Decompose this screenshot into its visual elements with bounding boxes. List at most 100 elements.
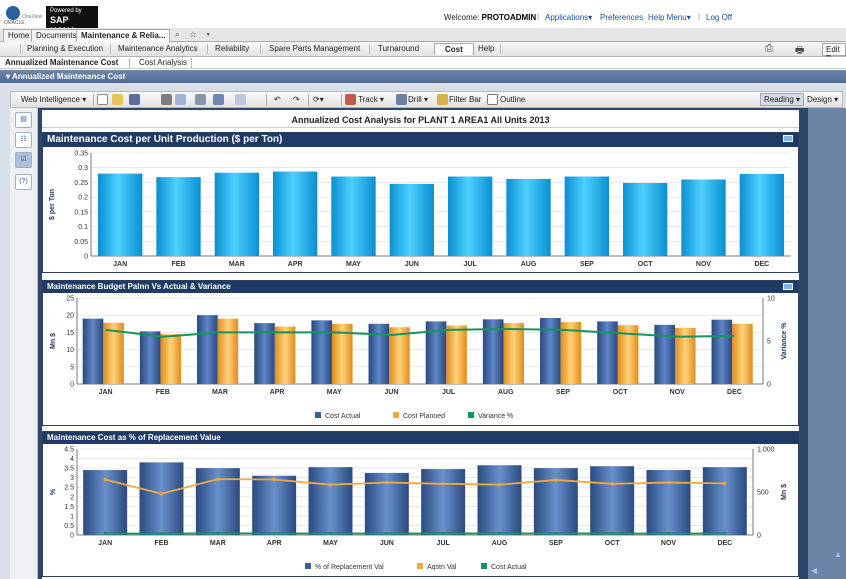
chart3-x-tick-label: SEP bbox=[549, 540, 563, 547]
chart-options-icon[interactable] bbox=[783, 135, 793, 142]
chart2-planned-bar bbox=[732, 323, 753, 384]
log-off-link[interactable]: Log Off bbox=[706, 13, 733, 22]
chart1-tick-label: 0.25 bbox=[74, 180, 88, 187]
chart1-x-tick-label: APR bbox=[288, 261, 303, 268]
chart1-title-text: Maintenance Cost per Unit Production ($ … bbox=[47, 134, 283, 145]
chart3-legend-label: Cost Actual bbox=[491, 564, 527, 571]
chart3-y2-tick-label: 0 bbox=[757, 533, 761, 540]
chart3-aqstn-line-point bbox=[385, 480, 389, 485]
new-document-icon[interactable] bbox=[97, 94, 108, 105]
app-tab-documents[interactable]: Documents bbox=[31, 29, 82, 42]
outline-button[interactable]: Outline bbox=[500, 95, 526, 104]
chart2-planned-bar bbox=[446, 325, 467, 384]
help-menu[interactable]: Help Menu▾ bbox=[648, 13, 691, 22]
chart1-tick-label: 0.3 bbox=[78, 165, 88, 172]
chart2-planned-bar bbox=[617, 325, 639, 384]
chart2-x-tick-label: SEP bbox=[556, 389, 570, 396]
web-intelligence-menu[interactable]: Web Intelligence ▾ bbox=[21, 95, 87, 104]
filter-bar-button[interactable]: Filter Bar bbox=[449, 95, 482, 104]
edit-button[interactable]: Edit B bbox=[822, 43, 846, 63]
chart3-x-tick-label: NOV bbox=[661, 540, 677, 547]
chart2-planned-bar bbox=[560, 322, 582, 384]
tab-separator bbox=[110, 44, 111, 54]
toolbar-separator bbox=[308, 94, 309, 106]
chart3-x-tick-label: MAR bbox=[210, 540, 226, 547]
chart2-x-tick-label: NOV bbox=[670, 389, 686, 396]
chart3-bar bbox=[646, 470, 691, 535]
chart2-actual-bar bbox=[711, 319, 733, 384]
workspace: Web Intelligence ▾ ↶ ↷ ⟳▾ Track ▾ Drill … bbox=[0, 83, 846, 579]
tab-help[interactable]: Help bbox=[478, 44, 495, 53]
scroll-left-icon[interactable]: ◀ bbox=[811, 566, 818, 575]
chart2-tick-label: 25 bbox=[66, 296, 74, 303]
chart1-x-tick-label: MAY bbox=[346, 261, 361, 268]
scroll-up-icon[interactable]: ▲ bbox=[834, 550, 842, 559]
chart3-x-tick-label: FEB bbox=[155, 540, 169, 547]
navigation-map-button[interactable]: ☷ bbox=[15, 132, 32, 148]
chart3-tick-label: 4 bbox=[70, 456, 74, 463]
tab-spare-parts[interactable]: Spare Parts Management bbox=[269, 44, 361, 53]
toolbar-separator bbox=[266, 94, 267, 106]
email-icon[interactable] bbox=[235, 94, 246, 105]
tab-planning-execution[interactable]: Planning & Execution bbox=[27, 44, 104, 53]
chart3-y2-axis-label: Mn $ bbox=[781, 484, 788, 500]
help-panel-button[interactable]: (?) bbox=[15, 174, 32, 190]
document-summary-button[interactable]: ▤ bbox=[15, 112, 32, 128]
find-icon[interactable] bbox=[175, 94, 186, 105]
input-controls-button[interactable]: ☑ bbox=[15, 152, 32, 168]
tab-reliability[interactable]: Reliability bbox=[215, 44, 250, 53]
subtab-annualized-cost[interactable]: Annualized Maintenance Cost bbox=[5, 58, 119, 67]
tab-separator bbox=[369, 44, 370, 54]
tab-maintenance-analytics[interactable]: Maintenance Analytics bbox=[118, 44, 198, 53]
track-button[interactable]: Track ▾ bbox=[358, 95, 384, 104]
chart2-legend-swatch bbox=[468, 412, 474, 418]
chart3-x-tick-label: AUG bbox=[492, 540, 508, 547]
chart2-planned-bar bbox=[503, 323, 525, 384]
section-bar[interactable]: ▾ Annualized Maintenance Cost bbox=[0, 70, 846, 83]
tab-separator bbox=[20, 44, 21, 54]
chart3-tick-label: 0.5 bbox=[64, 523, 74, 530]
print-preview-icon[interactable]: ⎙ bbox=[765, 43, 773, 54]
track-changes-icon[interactable] bbox=[195, 94, 206, 105]
help-icon: (?) bbox=[19, 178, 28, 185]
save-icon[interactable] bbox=[129, 94, 140, 105]
tab-actions-icon[interactable]: ⌕ ☆ ▾ bbox=[175, 30, 214, 39]
tab-cost[interactable]: Cost bbox=[434, 43, 474, 55]
undo-icon[interactable]: ↶ bbox=[274, 95, 281, 104]
drill-button[interactable]: Drill ▾ bbox=[408, 95, 429, 104]
oracle-logo-text: ORACLE bbox=[4, 20, 25, 26]
chart3-cost-actual-line-point bbox=[385, 531, 389, 536]
print-icon[interactable] bbox=[161, 94, 172, 105]
track-icon bbox=[345, 94, 356, 105]
design-mode-button[interactable]: Design ▾ bbox=[807, 95, 839, 104]
chart2-planned-bar bbox=[389, 327, 410, 384]
open-folder-icon[interactable] bbox=[112, 94, 123, 105]
welcome-prefix: Welcome: bbox=[444, 13, 480, 22]
applications-menu[interactable]: Applications▾ bbox=[545, 13, 593, 22]
chart-export-icon[interactable] bbox=[213, 94, 224, 105]
chart1-tick-label: 0.1 bbox=[78, 224, 88, 231]
refresh-icon[interactable]: ⟳▾ bbox=[313, 95, 324, 104]
chart-options-icon[interactable] bbox=[783, 283, 793, 290]
preferences-link[interactable]: Preferences bbox=[600, 13, 644, 22]
chart3-cost-actual-line-point bbox=[441, 531, 445, 536]
chart2-actual-bar bbox=[540, 317, 561, 384]
chart2-planned-bar bbox=[103, 322, 124, 384]
chart2-y2-tick-label: 5 bbox=[767, 339, 771, 346]
app-tab-maintenance[interactable]: Maintenance & Relia... bbox=[76, 29, 171, 42]
print-icon[interactable]: 🖶 bbox=[795, 45, 805, 56]
chart3-x-tick-label: JAN bbox=[98, 540, 112, 547]
chart3-bar bbox=[533, 468, 578, 535]
reading-mode-button[interactable]: Reading ▾ bbox=[760, 93, 805, 106]
chart2-variance-line bbox=[105, 327, 735, 338]
chart3-aqstn-line-point bbox=[441, 482, 445, 486]
subtab-cost-analysis[interactable]: Cost Analysis bbox=[139, 58, 188, 67]
chart3-cost-actual-line-point bbox=[610, 531, 614, 536]
sap-powered-text: Powered by bbox=[50, 8, 82, 14]
redo-icon[interactable]: ↷ bbox=[293, 95, 300, 104]
tab-turnaround[interactable]: Turnaround bbox=[378, 44, 420, 53]
app-tab-home[interactable]: Home bbox=[3, 29, 35, 42]
chart2-tick-label: 20 bbox=[66, 313, 74, 320]
chart3-bar bbox=[702, 467, 747, 535]
subtab-separator bbox=[191, 58, 192, 68]
